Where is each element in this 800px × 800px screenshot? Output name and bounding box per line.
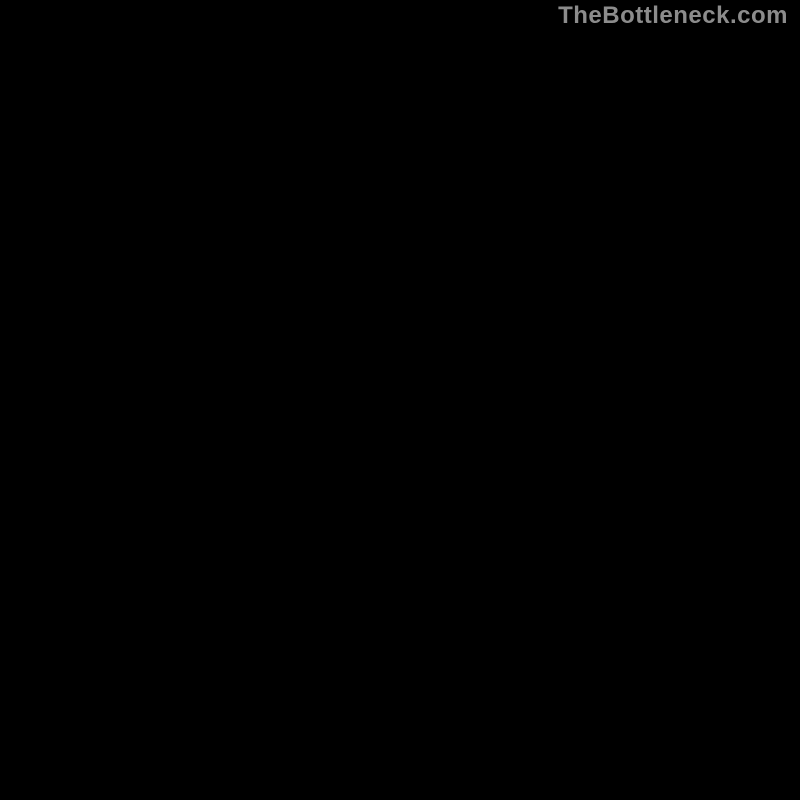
outer-frame: [0, 0, 800, 800]
watermark-text: TheBottleneck.com: [558, 2, 788, 30]
